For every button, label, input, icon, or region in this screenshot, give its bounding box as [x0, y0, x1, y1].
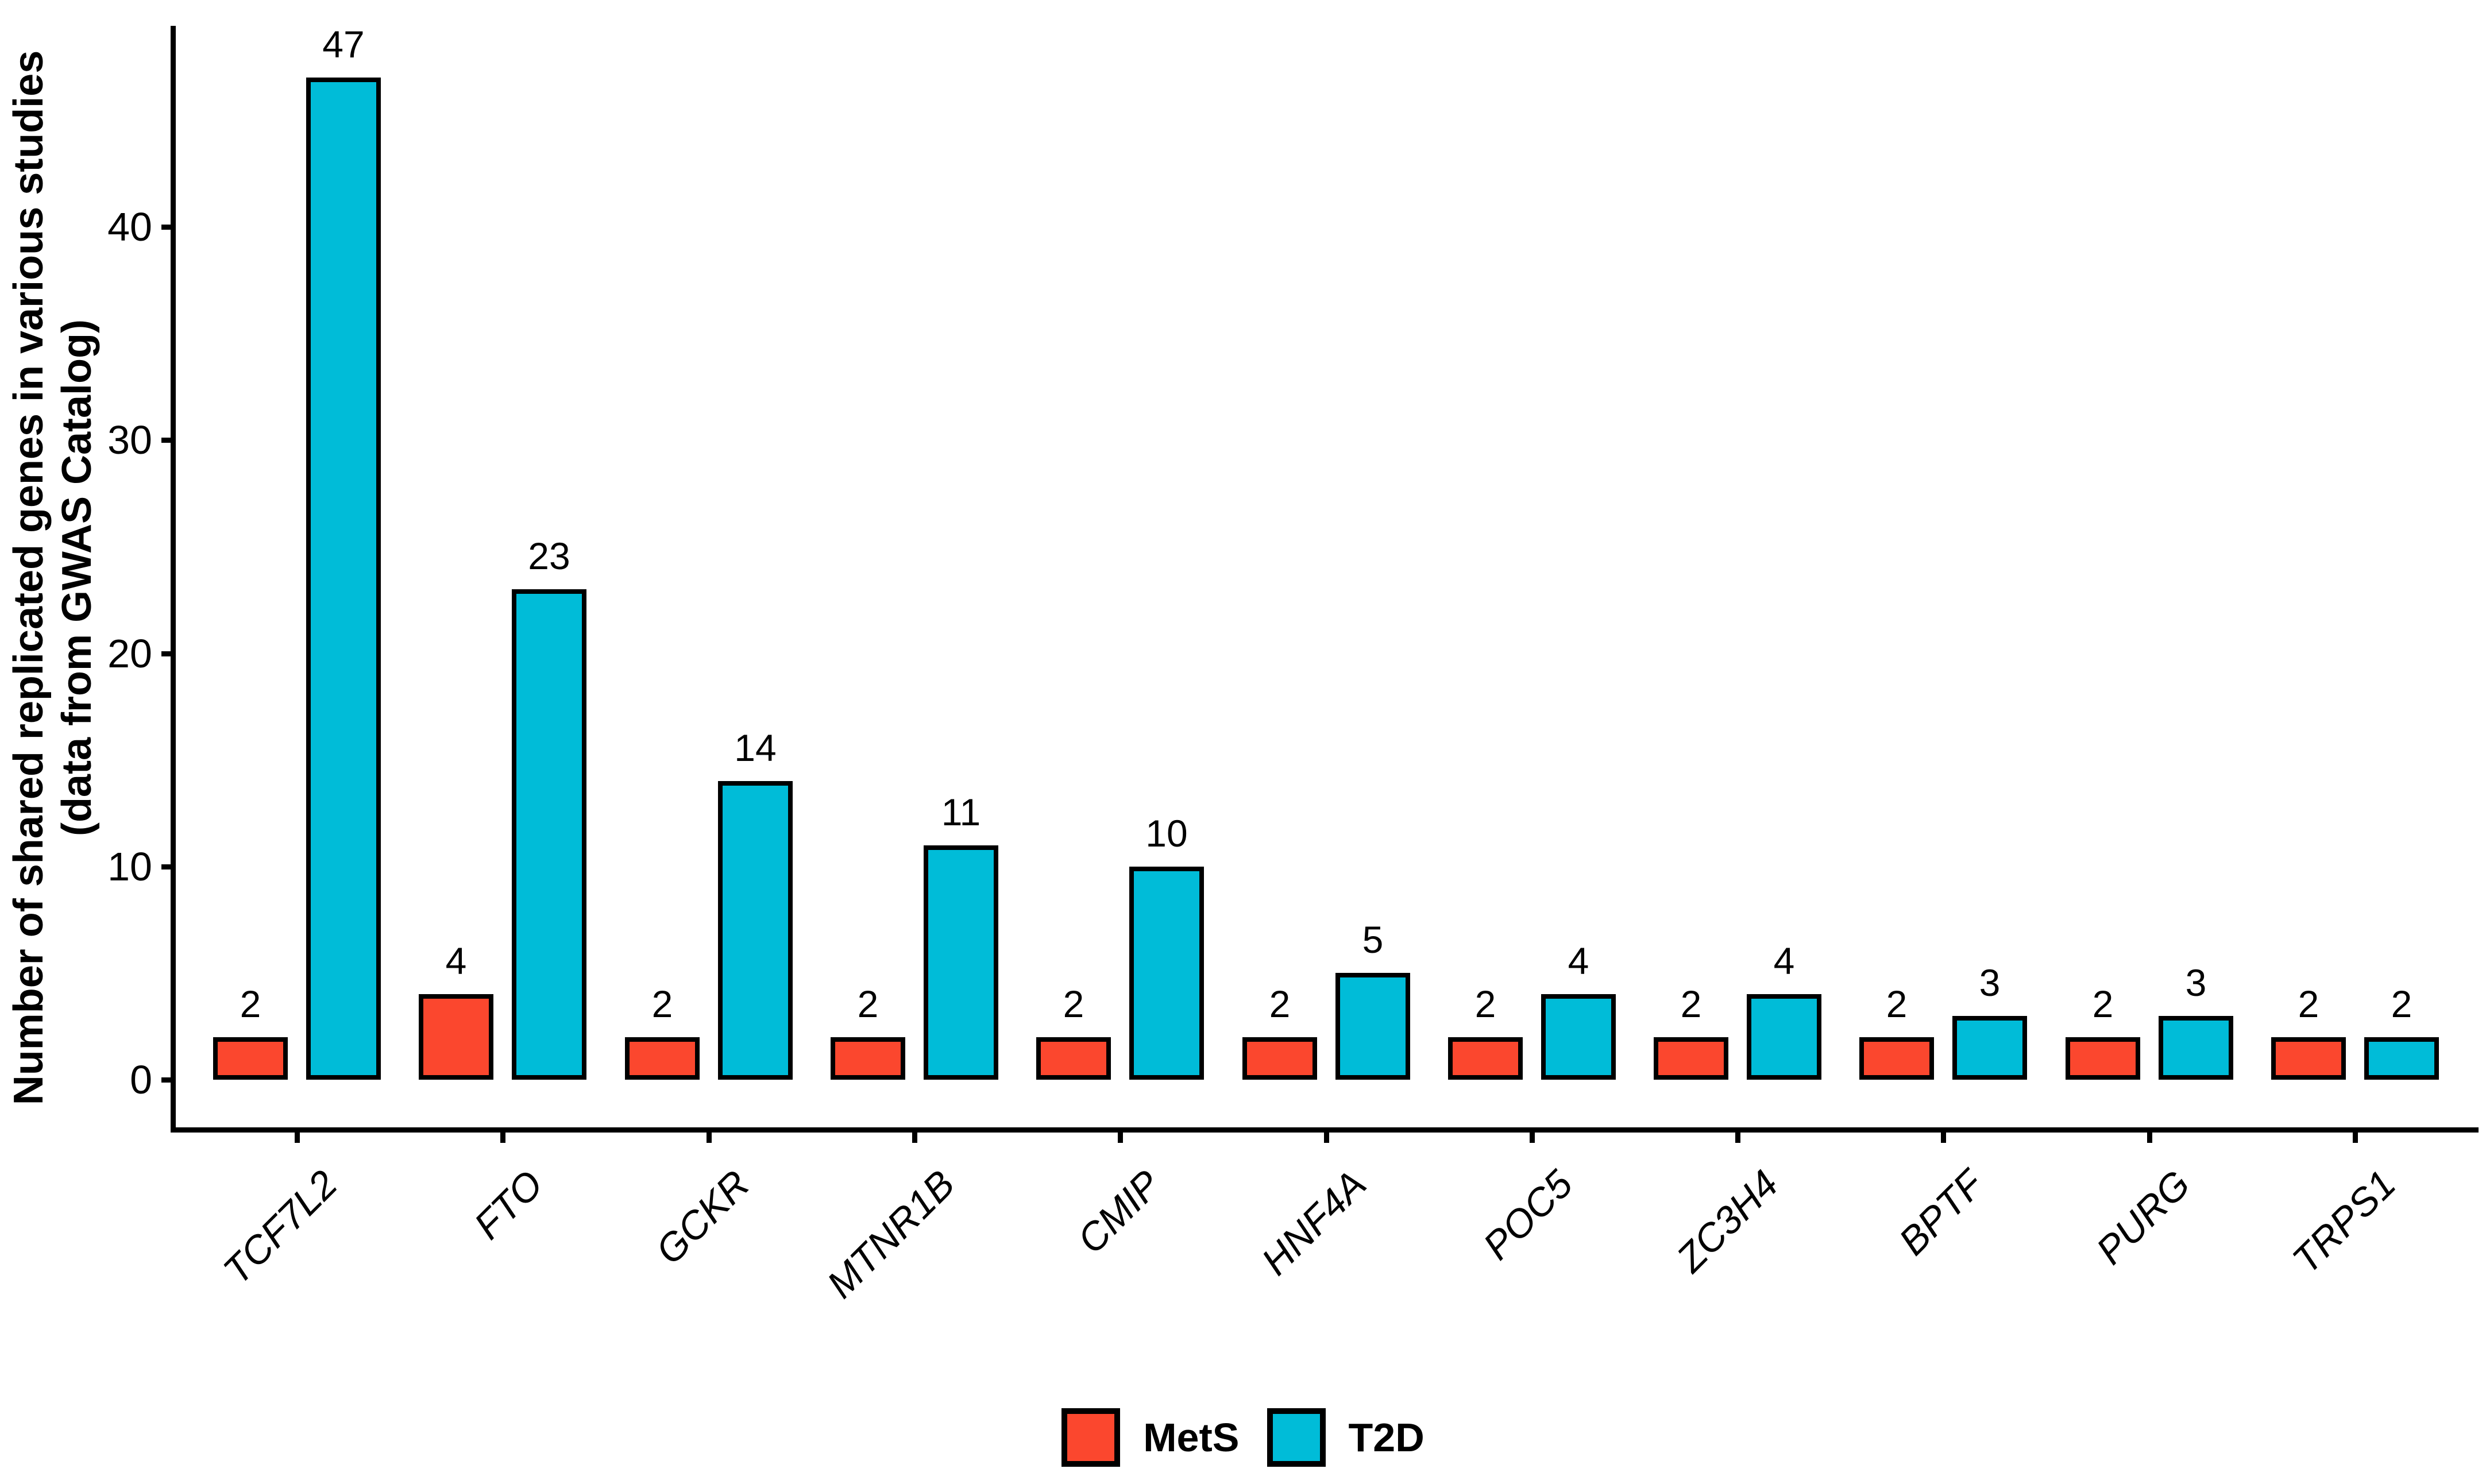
- bar-mets-TRPS1: [2271, 1037, 2346, 1080]
- x-tick-mark: [295, 1133, 300, 1143]
- bar-t2d-MTNR1B: [924, 845, 998, 1080]
- x-tick-mark: [2147, 1133, 2152, 1143]
- bar-value-label: 11: [941, 791, 981, 833]
- x-tick-mark: [1941, 1133, 1946, 1143]
- legend-item-t2d: T2D: [1267, 1408, 1425, 1467]
- y-tick-label: 40: [107, 204, 152, 249]
- x-category-label-HNF4A: HNF4A: [1253, 1162, 1375, 1284]
- y-tick-label: 30: [107, 418, 152, 463]
- bar-t2d-TCF7L2: [306, 78, 381, 1080]
- x-category-label-TRPS1: TRPS1: [2284, 1162, 2404, 1282]
- bar-value-label: 2: [240, 983, 261, 1025]
- x-category-label-ZC3H4: ZC3H4: [1668, 1162, 1787, 1281]
- x-tick-mark: [1324, 1133, 1329, 1143]
- x-category-label-FTO: FTO: [466, 1162, 552, 1248]
- bar-value-label: 4: [1773, 940, 1795, 982]
- y-tick-mark: [161, 225, 172, 230]
- y-tick-mark: [161, 651, 172, 656]
- bar-t2d-TRPS1: [2364, 1037, 2439, 1080]
- bar-t2d-POC5: [1541, 994, 1616, 1080]
- bar-mets-GCKR: [625, 1037, 700, 1080]
- bar-value-label: 23: [528, 535, 570, 577]
- bar-value-label: 4: [1568, 940, 1589, 982]
- bar-t2d-BPTF: [1952, 1016, 2027, 1080]
- x-tick-mark: [1530, 1133, 1535, 1143]
- bar-t2d-PURG: [2159, 1016, 2233, 1080]
- bar-mets-CMIP: [1036, 1037, 1111, 1080]
- bar-value-label: 2: [2092, 983, 2114, 1025]
- legend: MetS T2D: [0, 1400, 2486, 1475]
- legend-item-mets: MetS: [1061, 1408, 1240, 1467]
- x-category-label-BPTF: BPTF: [1890, 1162, 1993, 1264]
- x-tick-mark: [707, 1133, 712, 1143]
- bar-mets-ZC3H4: [1654, 1037, 1728, 1080]
- bar-value-label: 10: [1145, 812, 1188, 855]
- x-tick-mark: [2353, 1133, 2358, 1143]
- bar-mets-HNF4A: [1242, 1037, 1317, 1080]
- y-tick-mark: [161, 1077, 172, 1083]
- x-category-label-POC5: POC5: [1474, 1162, 1581, 1269]
- x-tick-mark: [1735, 1133, 1740, 1143]
- bar-value-label: 2: [1063, 983, 1084, 1025]
- y-tick-label: 0: [130, 1057, 152, 1102]
- bar-t2d-HNF4A: [1335, 973, 1410, 1080]
- x-tick-mark: [912, 1133, 917, 1143]
- bar-value-label: 2: [2298, 983, 2319, 1025]
- bar-value-label: 2: [1474, 983, 1496, 1025]
- bar-t2d-CMIP: [1129, 867, 1204, 1080]
- bar-value-label: 14: [734, 726, 777, 769]
- y-tick-mark: [161, 864, 172, 869]
- bar-value-label: 2: [1269, 983, 1291, 1025]
- x-category-label-CMIP: CMIP: [1069, 1162, 1169, 1262]
- legend-swatch-mets: [1061, 1408, 1121, 1467]
- bar-value-label: 2: [1680, 983, 1702, 1025]
- legend-label-t2d: T2D: [1348, 1415, 1425, 1460]
- bar-mets-TCF7L2: [213, 1037, 288, 1080]
- y-tick-label: 20: [107, 631, 152, 676]
- bar-value-label: 2: [651, 983, 673, 1025]
- bar-t2d-ZC3H4: [1747, 994, 1821, 1080]
- bar-mets-BPTF: [1859, 1037, 1934, 1080]
- y-tick-label: 10: [107, 844, 152, 889]
- bar-value-label: 3: [2185, 961, 2207, 1004]
- bar-value-label: 4: [445, 940, 467, 982]
- bar-t2d-GCKR: [718, 781, 793, 1080]
- y-axis-title: Number of shared replicated genes in var…: [6, 50, 100, 1106]
- bar-t2d-FTO: [512, 589, 586, 1080]
- y-tick-mark: [161, 438, 172, 443]
- bar-mets-FTO: [419, 994, 493, 1080]
- bar-value-label: 47: [322, 23, 365, 65]
- bar-value-label: 2: [1886, 983, 1908, 1025]
- bar-mets-PURG: [2066, 1037, 2140, 1080]
- x-tick-mark: [1118, 1133, 1123, 1143]
- bar-mets-POC5: [1448, 1037, 1523, 1080]
- legend-label-mets: MetS: [1143, 1415, 1240, 1460]
- bar-value-label: 3: [1979, 961, 2001, 1004]
- y-axis-line: [171, 26, 176, 1133]
- x-category-label-TCF7L2: TCF7L2: [215, 1162, 346, 1293]
- x-category-label-GCKR: GCKR: [647, 1162, 758, 1273]
- x-tick-mark: [500, 1133, 505, 1143]
- x-category-label-PURG: PURG: [2087, 1162, 2199, 1273]
- bar-value-label: 2: [2391, 983, 2412, 1025]
- legend-swatch-t2d: [1267, 1408, 1326, 1467]
- bar-mets-MTNR1B: [831, 1037, 905, 1080]
- x-axis-line: [171, 1127, 2479, 1133]
- x-category-label-MTNR1B: MTNR1B: [819, 1162, 964, 1307]
- bar-value-label: 5: [1362, 918, 1384, 961]
- bar-value-label: 2: [857, 983, 879, 1025]
